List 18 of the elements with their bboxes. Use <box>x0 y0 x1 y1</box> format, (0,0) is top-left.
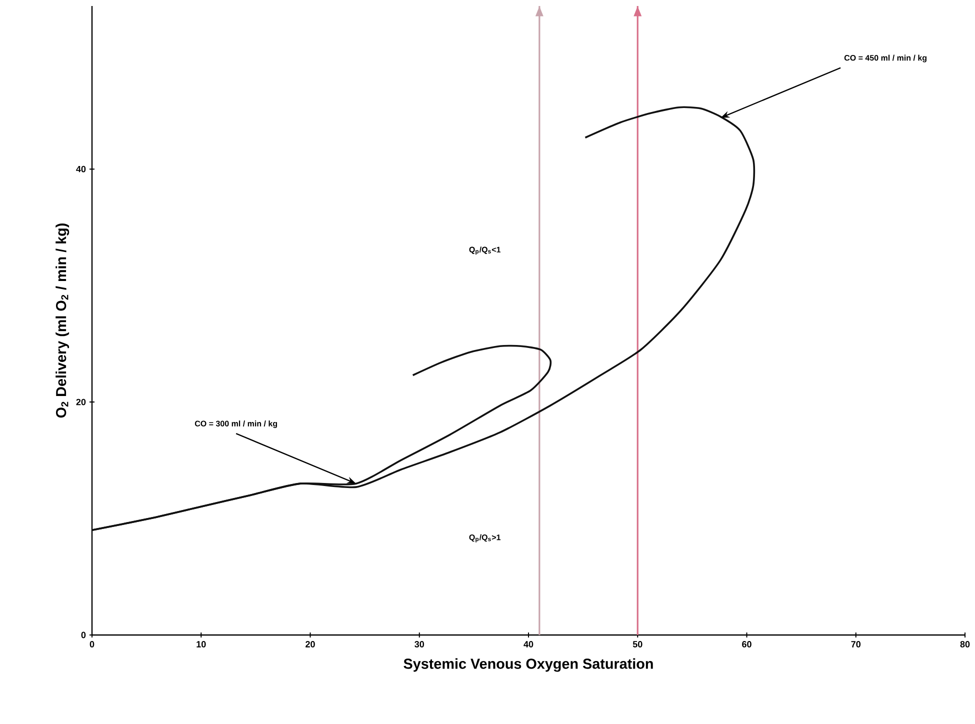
x-tick-label: 40 <box>524 641 534 648</box>
x-tick-label: 80 <box>960 641 970 648</box>
x-tick-label: 30 <box>414 641 424 648</box>
x-tick-label: 20 <box>306 641 315 648</box>
annotation: CO = 450 ml / min / kg <box>844 54 926 62</box>
annotation: Q$_{p}$/Q$_{s}$<1 <box>469 246 501 255</box>
x-tick-label: 70 <box>851 641 861 648</box>
annotation: CO = 300 ml / min / kg <box>194 420 277 428</box>
x-tick-label: 0 <box>90 641 94 648</box>
x-tick-label: 10 <box>196 641 206 648</box>
y-axis-title: O$_{2}$ Delivery (ml O$_{2}$ / min / kg) <box>56 224 70 418</box>
y-tick-label: 0 <box>81 632 86 638</box>
y-tick-label: 40 <box>76 166 86 172</box>
x-tick-label: 50 <box>632 641 642 648</box>
x-axis-title: Systemic Venous Oxygen Saturation <box>404 658 653 672</box>
y-tick-label: 20 <box>76 398 86 406</box>
x-tick-label: 60 <box>742 641 752 648</box>
annotation: Q$_{p}$/Q$_{s}$>1 <box>469 534 501 542</box>
